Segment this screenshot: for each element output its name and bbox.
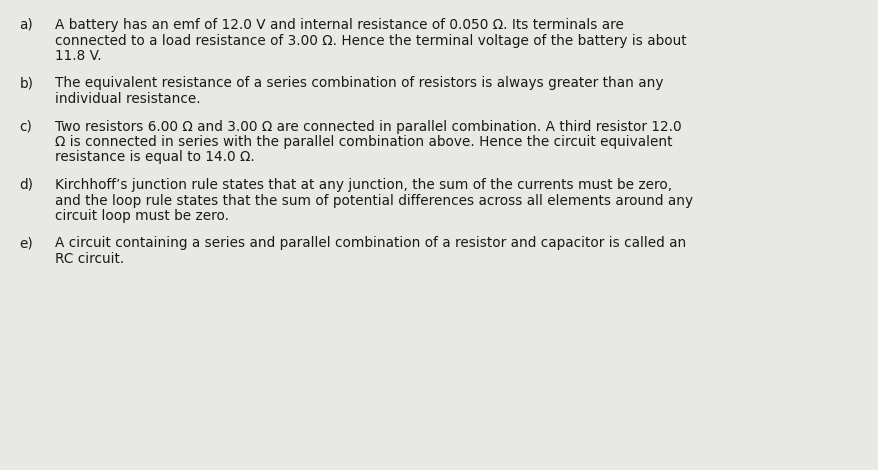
Text: Ω is connected in series with the parallel combination above. Hence the circuit : Ω is connected in series with the parall… [55, 135, 673, 149]
Text: a): a) [19, 18, 33, 32]
Text: A circuit containing a series and parallel combination of a resistor and capacit: A circuit containing a series and parall… [55, 236, 686, 251]
Text: b): b) [19, 77, 33, 91]
Text: d): d) [19, 178, 33, 192]
Text: A battery has an emf of 12.0 V and internal resistance of 0.050 Ω. Its terminals: A battery has an emf of 12.0 V and inter… [55, 18, 623, 32]
Text: connected to a load resistance of 3.00 Ω. Hence the terminal voltage of the batt: connected to a load resistance of 3.00 Ω… [55, 33, 687, 47]
Text: and the loop rule states that the sum of potential differences across all elemen: and the loop rule states that the sum of… [55, 194, 693, 207]
Text: resistance is equal to 14.0 Ω.: resistance is equal to 14.0 Ω. [55, 150, 255, 164]
Text: e): e) [19, 236, 33, 251]
Text: individual resistance.: individual resistance. [55, 92, 201, 106]
Text: Two resistors 6.00 Ω and 3.00 Ω are connected in parallel combination. A third r: Two resistors 6.00 Ω and 3.00 Ω are conn… [55, 119, 681, 133]
Text: 11.8 V.: 11.8 V. [55, 49, 102, 63]
Text: RC circuit.: RC circuit. [55, 252, 125, 266]
Text: circuit loop must be zero.: circuit loop must be zero. [55, 209, 229, 223]
Text: c): c) [19, 119, 32, 133]
Text: Kirchhoff’s junction rule states that at any junction, the sum of the currents m: Kirchhoff’s junction rule states that at… [55, 178, 672, 192]
Text: The equivalent resistance of a series combination of resistors is always greater: The equivalent resistance of a series co… [55, 77, 663, 91]
